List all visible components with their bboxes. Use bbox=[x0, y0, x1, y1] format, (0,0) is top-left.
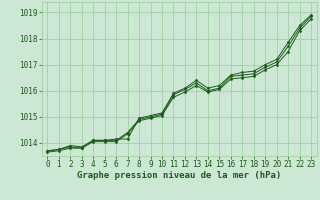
X-axis label: Graphe pression niveau de la mer (hPa): Graphe pression niveau de la mer (hPa) bbox=[77, 171, 281, 180]
